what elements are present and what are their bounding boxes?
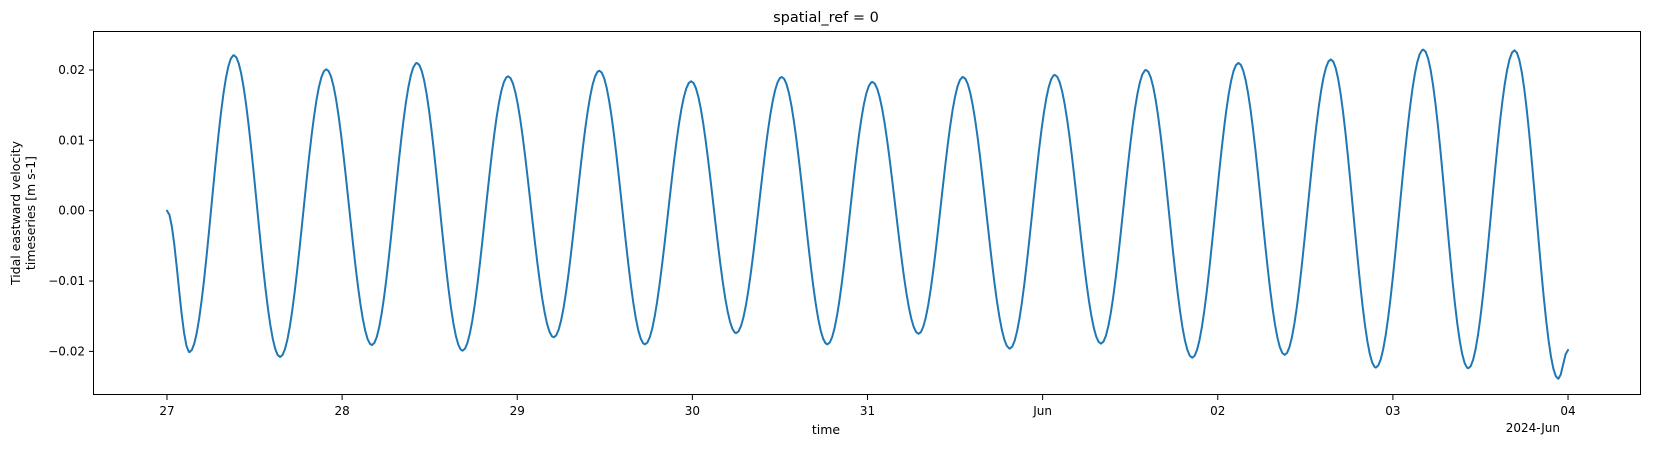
y-axis-label-line2: timeseries [m s-1] [23,156,38,270]
series-extremum-point [598,70,600,72]
series-extremum-point [826,343,828,345]
x-tick-label: 02 [1210,404,1225,418]
series-extremum-point [1567,349,1569,351]
y-tick-label: 0.01 [58,133,85,147]
series-extremum-point [1191,357,1193,359]
series-extremum-point [416,62,418,64]
series-extremum-point [188,351,190,353]
tick-marks [89,69,1569,400]
series-extremum-point [781,76,783,78]
y-tick-label: 0.00 [58,204,85,218]
x-tick-label: 04 [1560,404,1575,418]
series-extremum-point [1284,354,1286,356]
y-axis-label-line1: Tidal eastward velocity [8,140,23,286]
y-tick-label: 0.02 [58,63,85,77]
x-tick-label: 30 [685,404,700,418]
series-extremum-point [871,81,873,83]
chart-title: spatial_ref = 0 [773,10,879,26]
x-axis-label: time [812,422,841,437]
series-extremum-point [1422,49,1424,51]
series-extremum-point [233,54,235,56]
series-extremum-point [371,344,373,346]
series-points [166,49,1569,380]
series-extremum-point [325,68,327,70]
series-extremum-point [918,333,920,335]
series-extremum-point [1514,49,1516,51]
x-tick-labels: 27 28 29 30 31 Jun 02 03 04 [159,404,1575,418]
series-extremum-point [962,76,964,78]
series-extremum-point [1237,62,1239,64]
y-tick-label: −0.01 [48,274,85,288]
series-extremum-point [735,332,737,334]
y-tick-label: −0.02 [48,344,85,358]
x-tick-label: 31 [860,404,875,418]
velocity-series-line [165,48,1570,380]
series-extremum-point [166,210,168,212]
series-extremum-point [507,75,509,77]
series-extremum-point [644,343,646,345]
plot-frame [93,31,1641,395]
series-extremum-point [1009,348,1011,350]
series-extremum-point [1145,69,1147,71]
x-offset-label: 2024-Jun [1506,421,1560,435]
series-extremum-point [279,356,281,358]
series-extremum-point [690,80,692,82]
x-tick-label: 27 [159,404,174,418]
series-extremum-point [1330,58,1332,60]
x-tick-label: 29 [510,404,525,418]
series-extremum-point [1054,74,1056,76]
series-extremum-point [1100,343,1102,345]
series-extremum-point [1467,367,1469,369]
y-tick-labels: 0.02 0.01 0.00 −0.01 −0.02 [48,63,85,358]
series-extremum-point [553,336,555,338]
series-extremum-point [1557,378,1559,380]
series-extremum-point [1375,367,1377,369]
x-tick-label: 28 [334,404,349,418]
x-tick-label: 03 [1385,404,1400,418]
x-tick-label: Jun [1032,404,1052,418]
series-extremum-point [462,350,464,352]
